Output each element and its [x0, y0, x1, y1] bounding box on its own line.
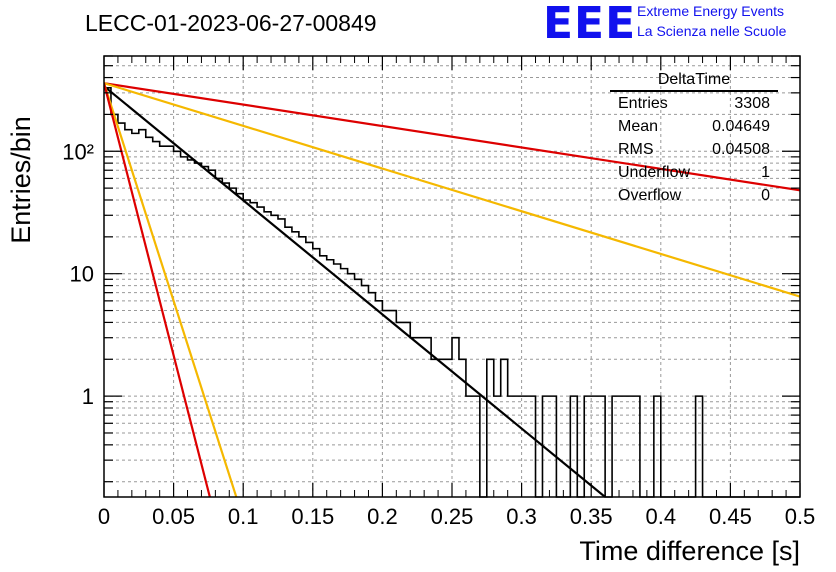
fit-line-2: [104, 82, 800, 298]
x-tick-label: 0.5: [785, 504, 816, 529]
x-tick-label: 0.2: [367, 504, 398, 529]
stats-row-entries: Entries 3308: [610, 92, 778, 115]
x-tick-label: 0: [98, 504, 110, 529]
y-tick-label: 10²: [62, 139, 94, 164]
x-tick-label: 0.4: [646, 504, 677, 529]
x-tick-label: 0.3: [506, 504, 537, 529]
stats-value: 1: [761, 164, 770, 181]
stats-row-underflow: Underflow 1: [610, 161, 778, 184]
axes: 0 0.05 0.1 0.15 0.2 0.25 0.3 0.35 0.4 0.45 0.51101…: [62, 55, 816, 529]
fit-line-0: [104, 85, 606, 497]
fit-line-1: [104, 82, 800, 192]
stats-key: RMS: [618, 141, 654, 158]
stats-value: 0: [761, 187, 770, 204]
eee-logo: EEE: [543, 0, 637, 49]
stats-value: 0.04649: [712, 118, 770, 135]
y-tick-label: 10: [70, 262, 94, 287]
x-tick-label: 0.1: [228, 504, 259, 529]
y-tick-label: 1: [82, 384, 94, 409]
stats-box-name: DeltaTime: [610, 70, 778, 92]
x-tick-label: 0.15: [291, 504, 334, 529]
stats-key: Overflow: [618, 187, 682, 204]
logo-line-1: Extreme Energy Events: [637, 3, 785, 19]
x-tick-label: 0.35: [570, 504, 613, 529]
stats-key: Entries: [618, 95, 668, 112]
fit-line-4: [104, 82, 211, 497]
stats-row-rms: RMS 0.04508: [610, 138, 778, 161]
fit-line-3: [104, 82, 238, 497]
stats-row-overflow: Overflow 0: [610, 184, 778, 207]
x-tick-label: 0.05: [152, 504, 195, 529]
y-axis-label: Entries/bin: [6, 116, 36, 244]
x-axis-label: Time difference [s]: [579, 536, 800, 566]
chart-title: LECC-01-2023-06-27-00849: [85, 10, 377, 36]
stats-box: DeltaTime Entries 3308 Mean 0.04649 RMS …: [610, 70, 778, 207]
stats-key: Mean: [618, 118, 659, 135]
stats-value: 0.04508: [712, 141, 770, 158]
fit-lines: [104, 82, 800, 497]
logo-line-2: La Scienza nelle Scuole: [637, 23, 787, 39]
stats-value: 3308: [734, 95, 770, 112]
stats-key: Underflow: [618, 164, 691, 181]
x-tick-label: 0.45: [709, 504, 752, 529]
stats-row-mean: Mean 0.04649: [610, 115, 778, 138]
x-tick-label: 0.25: [431, 504, 474, 529]
